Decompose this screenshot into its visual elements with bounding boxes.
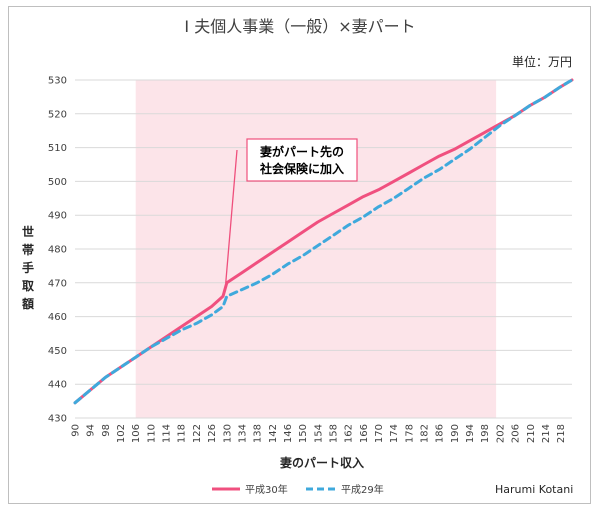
annotation-line-1: 妻がパート先の bbox=[260, 144, 344, 159]
x-tick-label: 114 bbox=[162, 424, 173, 443]
y-axis-title: 世帯手取額 bbox=[21, 224, 34, 311]
y-tick-label: 430 bbox=[48, 414, 67, 425]
x-tick-label: 210 bbox=[526, 424, 537, 443]
x-axis-title: 妻のパート収入 bbox=[280, 455, 364, 470]
annotation-leader bbox=[225, 149, 238, 283]
chart-title: Ⅰ 夫個人事業（一般）×妻パート bbox=[184, 17, 415, 36]
x-tick-label: 94 bbox=[86, 424, 97, 437]
y-tick-label: 440 bbox=[48, 380, 67, 391]
y-tick-label: 510 bbox=[48, 143, 67, 154]
x-tick-label: 138 bbox=[253, 424, 264, 443]
x-tick-label: 202 bbox=[495, 424, 506, 443]
legend-label-h30: 平成30年 bbox=[245, 483, 288, 496]
x-tick-label: 142 bbox=[268, 424, 279, 443]
y-tick-label: 520 bbox=[48, 109, 67, 120]
x-tick-label: 98 bbox=[101, 424, 112, 437]
x-tick-label: 166 bbox=[359, 424, 370, 443]
y-tick-label: 480 bbox=[48, 245, 67, 256]
y-tick-label: 450 bbox=[48, 346, 67, 357]
y-tick-label: 500 bbox=[48, 177, 67, 188]
x-tick-label: 106 bbox=[131, 424, 142, 443]
x-tick-label: 190 bbox=[450, 424, 461, 443]
x-tick-label: 214 bbox=[541, 424, 552, 443]
y-tick-label: 490 bbox=[48, 211, 67, 222]
x-tick-label: 158 bbox=[328, 424, 339, 443]
credit-text: Harumi Kotani bbox=[495, 483, 573, 496]
y-tick-label: 530 bbox=[48, 76, 67, 87]
series-line-1 bbox=[73, 78, 574, 405]
y-tick-label: 460 bbox=[48, 312, 67, 323]
annotation-box bbox=[246, 138, 358, 182]
x-tick-label: 122 bbox=[192, 424, 203, 443]
x-tick-label: 182 bbox=[420, 424, 431, 443]
x-tick-label: 194 bbox=[465, 424, 476, 443]
x-tick-label: 150 bbox=[298, 424, 309, 443]
x-tick-label: 110 bbox=[146, 424, 157, 443]
y-tick-label: 470 bbox=[48, 278, 67, 289]
x-tick-label: 130 bbox=[222, 424, 233, 443]
x-tick-label: 218 bbox=[556, 424, 567, 443]
annotation-line-2: 社会保険に加入 bbox=[259, 161, 344, 176]
x-tick-label: 90 bbox=[71, 424, 82, 437]
series-lines bbox=[73, 78, 574, 405]
x-tick-label: 118 bbox=[177, 424, 188, 443]
x-tick-label: 134 bbox=[237, 424, 248, 443]
series-line-0 bbox=[73, 78, 574, 405]
x-tick-labels: 90 94 98 102 106 110 114 118 122 126 130 134 138 142 1… bbox=[71, 424, 568, 443]
y-gridlines bbox=[75, 79, 572, 419]
y-tick-labels: 430 440 450 460 470 480 490 500 510 520 530 bbox=[48, 76, 67, 425]
legend-label-h29: 平成29年 bbox=[341, 483, 384, 496]
x-tick-label: 146 bbox=[283, 424, 294, 443]
x-tick-label: 198 bbox=[480, 424, 491, 443]
x-tick-label: 162 bbox=[344, 424, 355, 443]
x-tick-label: 102 bbox=[116, 424, 127, 443]
x-tick-label: 126 bbox=[207, 424, 218, 443]
annotation: 妻がパート先の 社会保険に加入 bbox=[225, 138, 358, 283]
x-tick-label: 186 bbox=[435, 424, 446, 443]
x-tick-label: 174 bbox=[389, 424, 400, 443]
x-tick-label: 178 bbox=[404, 424, 415, 443]
x-tick-label: 170 bbox=[374, 424, 385, 443]
x-tick-label: 154 bbox=[313, 424, 324, 443]
unit-label: 単位：万円 bbox=[512, 54, 572, 69]
x-tick-label: 206 bbox=[511, 424, 522, 443]
legend: 平成30年 平成29年 bbox=[212, 483, 384, 496]
